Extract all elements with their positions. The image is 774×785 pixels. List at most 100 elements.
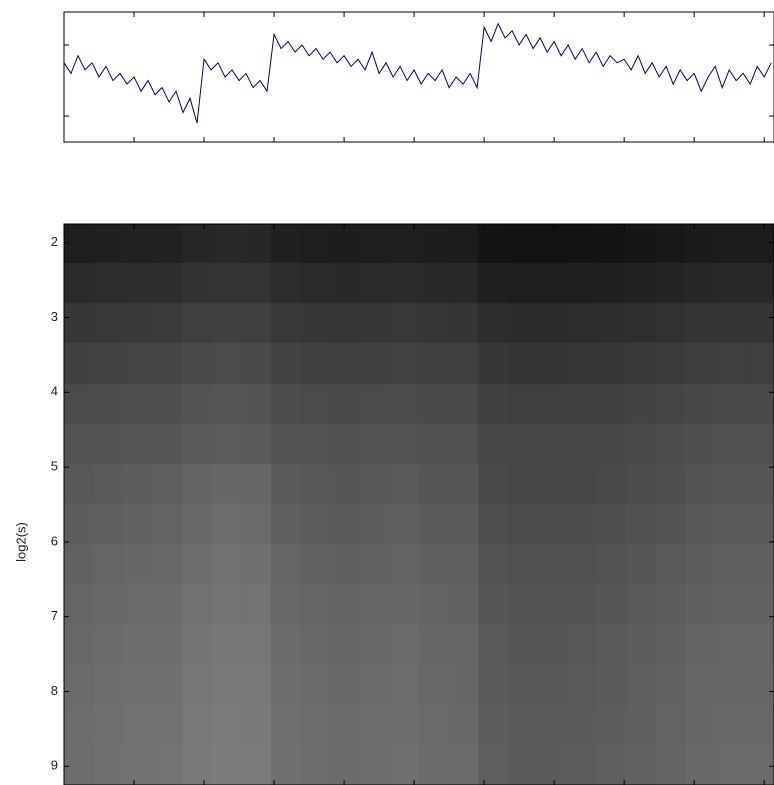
heatmap-cell bbox=[596, 544, 627, 585]
heatmap-cell bbox=[448, 503, 479, 545]
heatmap-cell bbox=[93, 342, 124, 385]
heatmap-cell bbox=[123, 624, 154, 665]
heatmap-cell bbox=[714, 224, 745, 264]
heatmap-cell bbox=[714, 544, 745, 585]
heatmap-cell bbox=[744, 663, 774, 705]
heatmap-cell bbox=[685, 464, 716, 505]
axes-frame bbox=[63, 11, 774, 143]
axes-frame bbox=[63, 223, 774, 785]
heatmap-cell bbox=[93, 583, 124, 625]
heatmap-cell bbox=[507, 743, 538, 785]
heatmap-cell bbox=[478, 224, 509, 264]
heatmap-cell bbox=[64, 663, 95, 705]
heatmap-cell bbox=[566, 624, 597, 665]
heatmap-cell bbox=[93, 262, 124, 304]
heatmap-cell bbox=[359, 663, 390, 705]
heatmap-cell bbox=[211, 262, 242, 304]
heatmap-cell bbox=[655, 624, 686, 665]
heatmap-cell bbox=[626, 583, 657, 625]
y-tick-label: 9 bbox=[51, 758, 58, 773]
heatmap-cell bbox=[271, 624, 302, 665]
heatmap-cell bbox=[241, 224, 272, 264]
heatmap-cell bbox=[271, 503, 302, 545]
heatmap-cell bbox=[64, 423, 95, 465]
heatmap-cell bbox=[714, 262, 745, 304]
signal-line bbox=[63, 22, 772, 124]
heatmap-cell bbox=[211, 743, 242, 785]
heatmap-cell bbox=[596, 342, 627, 385]
heatmap-cell bbox=[64, 384, 95, 425]
heatmap-cell bbox=[566, 342, 597, 385]
heatmap-cell bbox=[507, 262, 538, 304]
heatmap-cell bbox=[211, 303, 242, 344]
heatmap-cell bbox=[123, 262, 154, 304]
heatmap-cell bbox=[123, 342, 154, 385]
heatmap-cell bbox=[537, 704, 568, 745]
heatmap-cell bbox=[537, 303, 568, 344]
heatmap-cell bbox=[389, 583, 420, 625]
heatmap-cell bbox=[123, 663, 154, 705]
heatmap-cell bbox=[685, 663, 716, 705]
heatmap-cell bbox=[744, 464, 774, 505]
heatmap-cell bbox=[744, 704, 774, 745]
heatmap-cell bbox=[478, 423, 509, 465]
heatmap-cell bbox=[182, 342, 213, 385]
heatmap-cell bbox=[152, 704, 183, 745]
heatmap-cell bbox=[507, 704, 538, 745]
heatmap-cell bbox=[419, 303, 450, 344]
heatmap-cell bbox=[478, 583, 509, 625]
heatmap-cell bbox=[241, 663, 272, 705]
heatmap-cell bbox=[359, 624, 390, 665]
y-tick-label: 3 bbox=[51, 309, 58, 324]
heatmap-cell bbox=[271, 384, 302, 425]
heatmap-cell bbox=[359, 342, 390, 385]
heatmap-cell bbox=[211, 384, 242, 425]
heatmap-cell bbox=[478, 464, 509, 505]
heatmap-cell bbox=[507, 583, 538, 625]
heatmap-cell bbox=[241, 423, 272, 465]
heatmap-cell bbox=[271, 224, 302, 264]
heatmap-cell bbox=[300, 224, 331, 264]
heatmap-cell bbox=[359, 384, 390, 425]
heatmap-cell bbox=[744, 262, 774, 304]
heatmap-cell bbox=[596, 704, 627, 745]
heatmap-cell bbox=[359, 743, 390, 785]
heatmap-cell bbox=[714, 342, 745, 385]
heatmap-cell bbox=[389, 624, 420, 665]
heatmap-cell bbox=[714, 464, 745, 505]
heatmap-cell bbox=[596, 503, 627, 545]
heatmap-cell bbox=[241, 544, 272, 585]
heatmap-cell bbox=[655, 704, 686, 745]
heatmap-cell bbox=[64, 224, 95, 264]
heatmap-cell bbox=[655, 384, 686, 425]
heatmap-cell bbox=[566, 464, 597, 505]
heatmap-cell bbox=[330, 342, 361, 385]
heatmap-cell bbox=[271, 464, 302, 505]
heatmap-cell bbox=[448, 583, 479, 625]
heatmap-cell bbox=[93, 464, 124, 505]
heatmap-cell bbox=[123, 224, 154, 264]
heatmap-cell bbox=[626, 464, 657, 505]
heatmap-cell bbox=[448, 624, 479, 665]
heatmap-cell bbox=[537, 624, 568, 665]
heatmap-cell bbox=[537, 423, 568, 465]
heatmap-cell bbox=[478, 544, 509, 585]
heatmap-cell bbox=[152, 224, 183, 264]
heatmap-cell bbox=[537, 342, 568, 385]
heatmap-cell bbox=[685, 544, 716, 585]
heatmap-cell bbox=[448, 663, 479, 705]
heatmap-cell bbox=[537, 583, 568, 625]
heatmap-cell bbox=[241, 503, 272, 545]
heatmap-cell bbox=[330, 624, 361, 665]
heatmap-cell bbox=[626, 544, 657, 585]
heatmap-cell bbox=[241, 384, 272, 425]
heatmap-cell bbox=[714, 743, 745, 785]
heatmap-cell bbox=[419, 743, 450, 785]
heatmap-cell bbox=[448, 342, 479, 385]
heatmap-cell bbox=[300, 704, 331, 745]
heatmap-cell bbox=[152, 303, 183, 344]
heatmap-cell bbox=[152, 342, 183, 385]
heatmap-cell bbox=[330, 544, 361, 585]
heatmap-cell bbox=[123, 303, 154, 344]
